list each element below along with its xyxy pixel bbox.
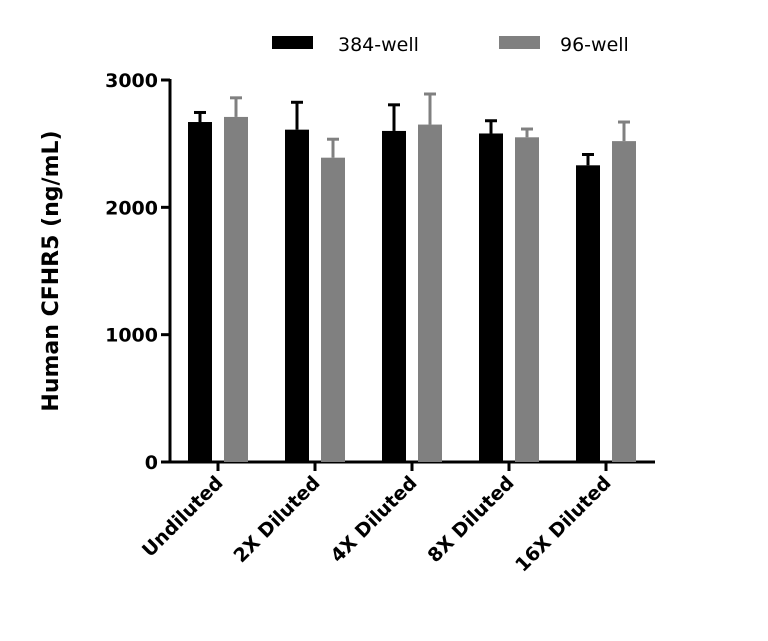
- bar-384-well: [285, 129, 309, 462]
- bar-96-well: [418, 124, 442, 463]
- x-tick-label: 4X Diluted: [327, 472, 422, 567]
- x-tick-label: 2X Diluted: [230, 472, 325, 567]
- bars: [188, 92, 636, 463]
- legend-swatch: [499, 36, 540, 49]
- legend-label: 96-well: [560, 34, 629, 56]
- y-tick-label: 3000: [105, 70, 158, 92]
- y-tick-label: 0: [145, 452, 158, 474]
- y-axis-label: Human CFHR5 (ng/mL): [39, 130, 64, 411]
- bar-384-well: [479, 133, 503, 463]
- bar-96-well: [515, 137, 539, 463]
- x-tick-label: 16X Diluted: [511, 472, 615, 576]
- bar-96-well: [612, 141, 636, 462]
- bar-96-well: [321, 157, 345, 462]
- x-tick-label: Undiluted: [138, 472, 228, 562]
- bar-96-well: [224, 116, 248, 462]
- bar-384-well: [188, 122, 212, 463]
- y-tick-label: 2000: [105, 197, 158, 219]
- y-axis: 0 1000 2000 3000: [105, 70, 172, 474]
- legend: 384-well 96-well: [272, 34, 629, 56]
- legend-swatch: [272, 36, 313, 49]
- x-tick-label: 8X Diluted: [424, 472, 519, 567]
- x-axis: Undiluted 2X Diluted 4X Diluted 8X Diluted1…: [138, 460, 655, 576]
- bar-384-well: [382, 130, 406, 462]
- y-tick-label: 1000: [105, 325, 158, 347]
- legend-label: 384-well: [338, 34, 419, 56]
- bar-384-well: [576, 165, 600, 462]
